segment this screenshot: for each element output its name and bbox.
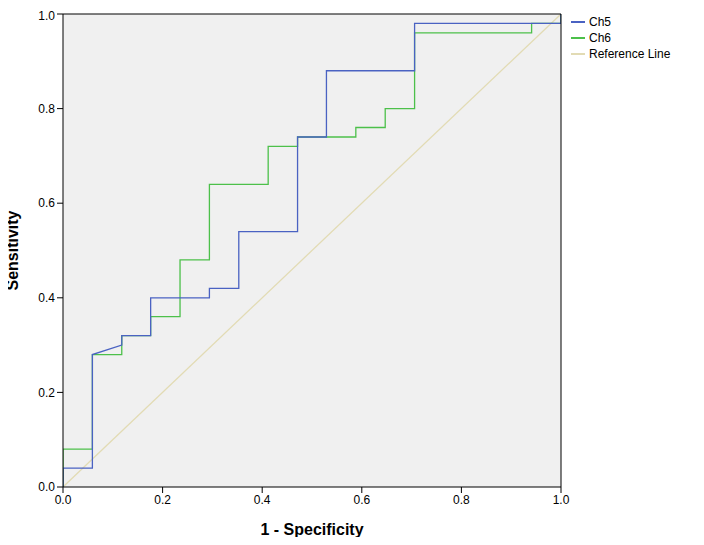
svg-text:0.6: 0.6 <box>38 196 55 210</box>
svg-text:0.2: 0.2 <box>38 386 55 400</box>
svg-text:0.8: 0.8 <box>38 102 55 116</box>
svg-text:Sensitivity: Sensitivity <box>8 210 21 290</box>
html-text:Ch6: Ch6 <box>589 31 611 45</box>
svg-text:0.0: 0.0 <box>38 480 55 494</box>
svg-text:0.4: 0.4 <box>38 291 55 305</box>
svg-text:1.0: 1.0 <box>38 9 55 23</box>
svg-text:0.8: 0.8 <box>453 493 470 507</box>
svg-text:1 - Specificity: 1 - Specificity <box>260 521 363 537</box>
svg-text:0.0: 0.0 <box>55 493 72 507</box>
svg-text:0.4: 0.4 <box>254 493 271 507</box>
svg-text:1.0: 1.0 <box>553 493 570 507</box>
html-text:Ch5: Ch5 <box>589 15 611 29</box>
svg-text:0.6: 0.6 <box>353 493 370 507</box>
html-text:Reference Line: Reference Line <box>589 47 671 61</box>
svg-text:0.2: 0.2 <box>154 493 171 507</box>
